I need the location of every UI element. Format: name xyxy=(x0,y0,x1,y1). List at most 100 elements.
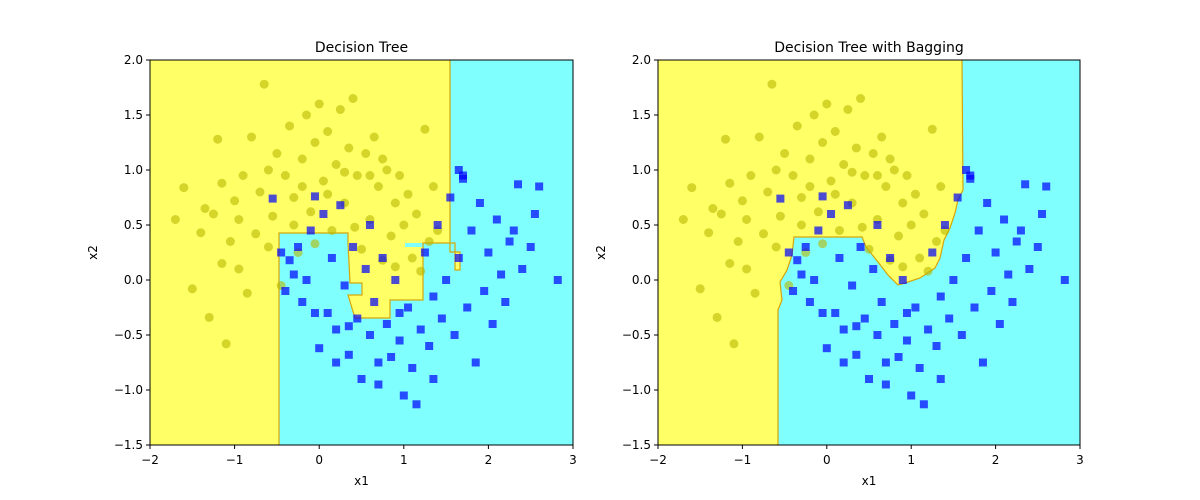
point-class1-left xyxy=(365,331,374,339)
chart-title-left: Decision Tree xyxy=(315,40,408,56)
point-class1-left xyxy=(294,243,303,251)
point-class1-right xyxy=(776,194,785,203)
point-class0-left xyxy=(365,171,375,180)
point-class0-right xyxy=(881,182,891,191)
point-class1-right xyxy=(810,276,819,284)
point-class1-right xyxy=(1025,265,1034,273)
point-class0-left xyxy=(170,215,180,224)
point-class0-left xyxy=(259,79,269,89)
scatter-right xyxy=(678,79,1069,409)
point-class0-right xyxy=(708,204,718,213)
point-class1-right xyxy=(839,358,848,367)
point-class1-left xyxy=(437,314,446,323)
point-class1-left xyxy=(475,199,484,207)
point-class1-left xyxy=(277,248,286,257)
point-class0-left xyxy=(255,187,265,197)
point-class1-left xyxy=(374,358,383,367)
point-class0-right xyxy=(737,196,747,206)
point-class0-right xyxy=(898,198,908,208)
point-class0-left xyxy=(403,189,413,199)
point-class1-left xyxy=(509,226,518,235)
scatter-left xyxy=(170,79,562,409)
point-class0-left xyxy=(289,220,299,230)
point-class0-left xyxy=(340,167,350,177)
point-class0-right xyxy=(919,209,929,219)
point-class0-right xyxy=(818,138,828,147)
point-class1-right xyxy=(831,309,840,317)
point-class1-right xyxy=(898,276,907,284)
point-class1-left xyxy=(387,353,396,361)
point-class0-right xyxy=(771,165,781,175)
point-class1-left xyxy=(310,309,319,317)
point-class0-right xyxy=(746,171,756,180)
point-class1-right xyxy=(843,201,852,210)
point-class0-left xyxy=(221,339,231,349)
point-class1-left xyxy=(484,248,493,257)
point-class0-left xyxy=(424,237,434,246)
point-class0-right xyxy=(775,211,785,221)
point-class0-right xyxy=(902,171,912,180)
point-class0-right xyxy=(704,228,714,238)
point-class1-right xyxy=(818,192,827,201)
point-class1-left xyxy=(336,201,345,210)
point-class1-right xyxy=(839,325,848,334)
point-class1-right xyxy=(869,265,878,273)
point-class0-left xyxy=(335,105,345,114)
point-class0-right xyxy=(678,215,688,224)
chart-left: −2 −1 0 1 2 3 −1.5 −1.0 −0.5 0.0 0.5 1.0 1.5 2.0 Dec… xyxy=(86,40,577,488)
decision-boundary-left xyxy=(278,60,461,445)
point-class1-left xyxy=(553,276,562,284)
point-class0-right xyxy=(716,209,726,219)
point-class1-left xyxy=(289,270,298,279)
x-tick-label: 3 xyxy=(569,453,577,467)
point-class1-left xyxy=(285,256,294,265)
point-class1-right xyxy=(945,314,954,323)
point-class1-left xyxy=(357,375,366,383)
point-class1-right xyxy=(902,336,911,345)
point-class0-right xyxy=(729,339,739,349)
point-class1-left xyxy=(323,309,332,317)
point-class0-right xyxy=(885,154,895,164)
point-class1-right xyxy=(911,303,920,312)
point-class0-left xyxy=(399,220,409,230)
point-class1-left xyxy=(450,331,459,339)
y-tick-label: 0.0 xyxy=(124,273,143,287)
point-class0-left xyxy=(179,183,189,193)
point-class0-left xyxy=(323,189,333,199)
point-class0-right xyxy=(830,189,840,199)
y-tick-label: 2.0 xyxy=(632,53,651,67)
point-class1-right xyxy=(1004,270,1013,279)
point-class1-right xyxy=(924,325,933,334)
point-class0-right xyxy=(877,132,887,142)
axes-frame-left xyxy=(149,59,574,446)
point-class0-left xyxy=(382,165,392,175)
x-ticks-left: −2 −1 0 1 2 3 xyxy=(141,445,577,467)
point-class0-right xyxy=(780,149,790,158)
point-class0-right xyxy=(830,127,840,136)
point-class1-right xyxy=(886,254,895,262)
point-class1-left xyxy=(306,226,315,235)
point-class1-left xyxy=(467,226,476,235)
point-class0-right xyxy=(857,222,867,232)
point-class1-right xyxy=(978,358,987,367)
point-class0-right xyxy=(906,220,916,230)
point-class1-left xyxy=(391,276,400,284)
point-class1-right xyxy=(1042,182,1051,191)
point-class1-left xyxy=(327,254,336,262)
y-tick-label: 0.5 xyxy=(124,218,143,232)
point-class1-right xyxy=(789,287,798,295)
point-class1-left xyxy=(353,314,362,323)
point-class0-right xyxy=(834,226,844,235)
point-class1-right xyxy=(881,358,890,367)
point-class0-left xyxy=(297,182,307,191)
point-class0-left xyxy=(357,244,366,254)
point-class0-left xyxy=(348,94,358,103)
y-tick-label: 1.5 xyxy=(632,108,651,122)
y-tick-label: −1.5 xyxy=(622,438,651,452)
point-class0-right xyxy=(813,207,823,217)
point-class0-left xyxy=(378,154,388,164)
point-class0-left xyxy=(280,171,290,180)
point-class0-left xyxy=(344,143,354,153)
x-axis-label-left: x1 xyxy=(354,474,369,488)
